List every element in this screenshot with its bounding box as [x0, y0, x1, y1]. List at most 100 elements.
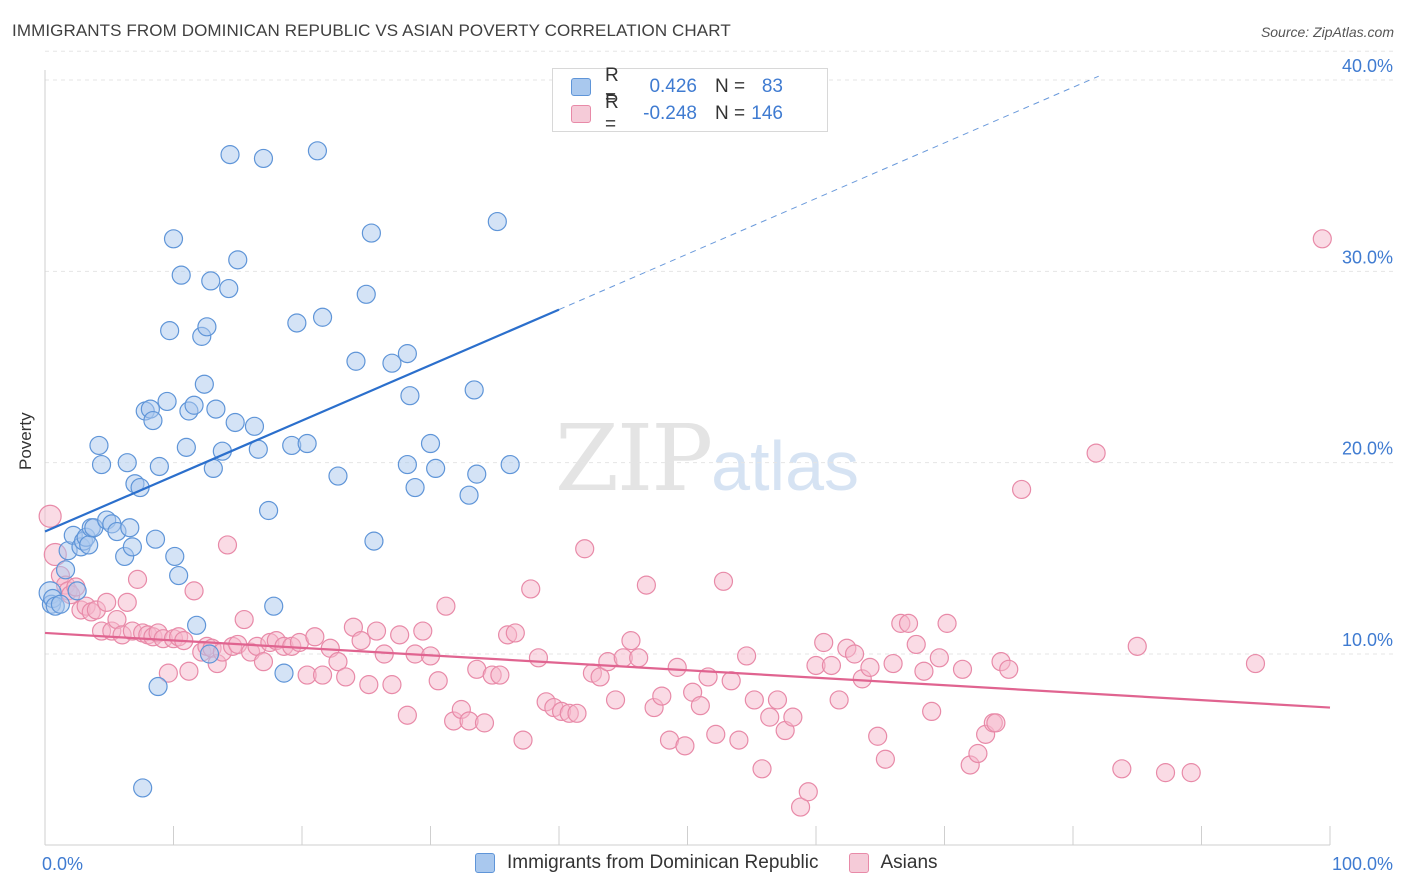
correlation-legend: R = 0.426 N = 83 R = -0.248 N = 146 — [552, 65, 828, 135]
asian-point — [783, 707, 803, 727]
asian-point — [883, 653, 903, 674]
watermark-zip: ZIP — [555, 405, 713, 512]
asian-point — [829, 690, 849, 710]
legend-label: Asians — [880, 852, 938, 873]
dominican-point — [274, 663, 294, 683]
asian-point — [390, 625, 410, 645]
pink-swatch-icon — [571, 105, 591, 123]
asian-point — [1245, 653, 1266, 674]
asian-point — [305, 627, 325, 647]
dominican-point — [397, 454, 417, 475]
pink-swatch-icon — [848, 853, 869, 873]
asian-point — [158, 663, 178, 683]
dominican-point — [228, 250, 248, 270]
dominican-point — [187, 615, 207, 635]
asian-point — [428, 671, 448, 691]
dominican-point — [79, 535, 99, 555]
dominican-point — [117, 453, 137, 473]
n-label: N = — [715, 103, 746, 124]
asian-point — [605, 690, 626, 710]
dominican-point — [258, 500, 279, 521]
legend-item-dominican[interactable]: Immigrants from Dominican Republic — [475, 852, 819, 874]
asian-point — [914, 661, 934, 681]
asian-point — [690, 696, 710, 716]
dominican-point — [201, 271, 221, 291]
dominican-point — [122, 537, 142, 557]
asian-point — [999, 659, 1019, 679]
asian-point — [706, 724, 726, 744]
asian-point — [312, 665, 333, 685]
asian-point — [1155, 763, 1176, 783]
dominican-point — [206, 399, 226, 419]
dominican-point — [194, 374, 214, 394]
dominican-point — [199, 644, 220, 664]
y-tick-label: 40.0% — [1342, 56, 1393, 76]
dominican-point — [487, 211, 507, 232]
asian-point — [1181, 763, 1201, 783]
dominican-point — [253, 148, 274, 169]
asian-point — [875, 749, 895, 769]
asian-point — [359, 675, 379, 695]
dominican-point — [120, 518, 140, 538]
asian-point — [474, 713, 495, 733]
y-tick-label: 10.0% — [1342, 630, 1393, 650]
dominican-point — [219, 278, 239, 299]
asian-point — [1086, 443, 1106, 463]
dominican-point — [89, 435, 109, 456]
asian-point — [713, 571, 734, 591]
asian-point — [234, 609, 254, 630]
asian-point — [328, 652, 348, 672]
legend-row-dominican: R = 0.426 N = 83 — [571, 65, 783, 108]
n-value: 83 — [761, 76, 783, 97]
dominican-point — [225, 412, 245, 433]
asian-point — [117, 592, 137, 612]
dominican-point — [145, 529, 166, 549]
asian-point — [752, 759, 772, 779]
asian-point — [127, 569, 148, 589]
dominican-point — [287, 313, 307, 333]
chart-title: IMMIGRANTS FROM DOMINICAN REPUBLIC VS AS… — [12, 21, 731, 40]
asian-point — [528, 648, 549, 668]
asian-point — [652, 686, 672, 706]
y-axis-label: Poverty — [16, 412, 35, 470]
asian-point — [179, 661, 199, 681]
dominican-point — [149, 456, 169, 477]
asian-point — [513, 730, 533, 750]
x-tick-label: 0.0% — [42, 854, 83, 874]
n-label: N = — [715, 76, 746, 97]
dominican-point — [397, 344, 417, 364]
legend-label: Immigrants from Dominican Republic — [507, 852, 819, 873]
dominican-point — [197, 317, 217, 337]
dominican-point — [364, 531, 384, 551]
r-value: 0.426 — [649, 76, 697, 97]
asian-point — [590, 667, 610, 687]
asian-point — [629, 648, 649, 668]
asian-point — [413, 621, 433, 641]
asian-point — [436, 596, 456, 616]
asian-point — [821, 655, 842, 676]
asian-point — [636, 575, 656, 595]
asian-point — [1312, 229, 1332, 249]
dominican-point — [160, 321, 180, 341]
asian-trend-line — [44, 631, 1331, 709]
asian-point — [952, 659, 973, 679]
asian-point — [986, 713, 1006, 733]
dominican-point — [176, 437, 196, 457]
asian-point — [937, 613, 957, 633]
legend-item-asians[interactable]: Asians — [848, 852, 938, 874]
dominican-point — [184, 395, 204, 415]
asian-point — [336, 667, 356, 687]
dominican-point — [264, 596, 284, 616]
asian-point — [790, 797, 811, 817]
dominican-point — [346, 351, 366, 371]
r-label: R = — [605, 92, 619, 135]
asian-point — [868, 726, 888, 746]
dominican-point — [328, 466, 348, 486]
dominican-point — [133, 778, 153, 798]
asian-point — [767, 690, 788, 710]
dominican-point — [148, 676, 168, 697]
asian-point — [97, 592, 117, 612]
blue-swatch-icon — [475, 853, 495, 873]
asian-point — [184, 581, 204, 601]
